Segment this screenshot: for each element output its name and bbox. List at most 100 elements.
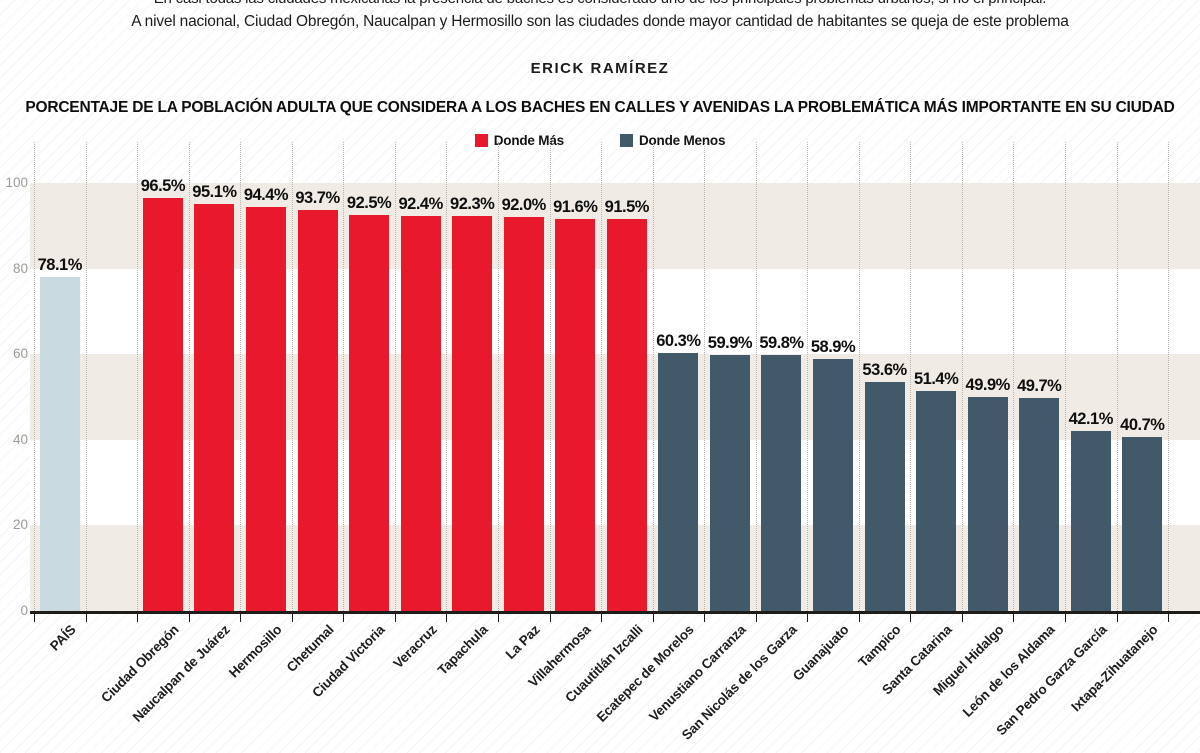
vertical-gridline (652, 142, 654, 611)
bar-value-label: 91.5% (604, 198, 650, 217)
vertical-gridline (497, 142, 499, 611)
vertical-gridline (240, 142, 242, 611)
bar-value-label: 78.1% (37, 255, 83, 274)
vertical-gridline (858, 142, 860, 611)
bar (761, 355, 802, 611)
bar-value-label: 93.7% (295, 188, 340, 207)
vertical-gridline (549, 142, 551, 611)
bar-value-label: 92.4% (398, 194, 443, 213)
bar (297, 209, 338, 611)
x-axis-tick (34, 614, 35, 622)
bar (916, 391, 957, 611)
intro-line-2: A nivel nacional, Ciudad Obregón, Naucal… (131, 13, 1069, 30)
legend-item: Donde Más (474, 133, 564, 148)
x-axis-tick (240, 614, 242, 622)
bar-value-label: 42.1% (1068, 409, 1114, 428)
x-axis-tick (755, 614, 757, 622)
x-axis-tick (85, 614, 87, 622)
vertical-gridline (394, 142, 396, 611)
bar-value-label: 92.5% (346, 194, 392, 213)
intro-line-1: En casi todas las ciudades mexicanas la … (0, 0, 1200, 7)
byline: ERICK RAMÍREZ (530, 60, 670, 77)
vertical-gridline (343, 142, 345, 611)
vertical-gridline (755, 142, 757, 611)
x-axis-tick (910, 614, 912, 622)
bar-value-label: 60.3% (656, 331, 701, 350)
vertical-gridline (807, 142, 809, 611)
x-axis-tick (1065, 614, 1066, 622)
bar (1070, 430, 1111, 611)
x-axis-tick (1168, 614, 1170, 622)
legend-label: Donde Más (493, 133, 564, 148)
vertical-gridline (291, 142, 293, 611)
x-axis-tick (807, 614, 809, 622)
bar (452, 215, 493, 611)
chart-area: 0 20 40 60 80 100 78.1% PAÍS 96.5% Ciudad Obregón… (5, 142, 1200, 743)
vertical-gridline (961, 142, 963, 611)
x-axis-line (30, 611, 1200, 614)
bar (864, 381, 905, 611)
bar-value-label: 58.9% (810, 337, 856, 356)
vertical-gridline (446, 142, 448, 611)
x-axis-tick (704, 614, 706, 622)
bar (813, 358, 854, 611)
x-axis-tick (343, 614, 345, 622)
chart-title: PORCENTAJE DE LA POBLACIÓN ADULTA QUE CO… (25, 99, 1175, 116)
vertical-gridline (34, 142, 35, 611)
vertical-gridline (910, 142, 912, 611)
x-axis-tick (497, 614, 499, 622)
y-tick-label: 0 (20, 603, 28, 618)
vertical-gridline (1065, 142, 1066, 611)
bar-value-label: 95.1% (192, 182, 237, 201)
x-axis-tick (961, 614, 963, 622)
bar-value-label: 92.3% (450, 194, 495, 213)
bar (400, 215, 441, 611)
legend-swatch-icon (619, 134, 633, 147)
x-axis-tick (601, 614, 603, 622)
vertical-gridline (1168, 142, 1170, 611)
legend-swatch-icon (474, 134, 488, 147)
bar (555, 218, 596, 611)
y-tick-label: 80 (12, 260, 28, 276)
x-axis-tick (188, 614, 190, 622)
bar (1122, 436, 1163, 611)
legend: Donde Más Donde Menos (0, 133, 1200, 148)
x-axis-tick (858, 614, 860, 622)
bar (606, 219, 647, 611)
x-axis-tick (1116, 614, 1118, 622)
bar-value-label: 59.8% (759, 334, 804, 353)
bar-value-label: 94.4% (243, 185, 289, 204)
bar (967, 397, 1008, 611)
bar (39, 276, 80, 611)
bar (503, 217, 544, 611)
x-axis-tick (549, 614, 551, 622)
bar-value-label: 40.7% (1120, 415, 1165, 434)
vertical-gridline (188, 142, 190, 611)
bar-value-label: 49.7% (1017, 377, 1062, 396)
y-tick-label: 60 (12, 346, 28, 362)
bar-value-label: 49.9% (965, 376, 1011, 395)
x-axis-tick (1013, 614, 1015, 622)
bar (349, 215, 390, 611)
x-axis-tick (137, 614, 139, 622)
vertical-gridline (704, 142, 706, 611)
x-axis-tick (652, 614, 654, 622)
bar-value-label: 51.4% (913, 370, 959, 388)
bar-value-label: 59.9% (707, 333, 753, 352)
x-axis-tick (291, 614, 293, 622)
bar-value-label: 92.0% (501, 196, 547, 215)
vertical-gridline (1116, 142, 1118, 611)
y-tick-label: 100 (5, 175, 28, 190)
bar-value-label: 53.6% (862, 360, 907, 379)
x-axis-tick (446, 614, 448, 622)
x-axis-tick (394, 614, 396, 622)
vertical-gridline (601, 142, 603, 611)
legend-item: Donde Menos (619, 133, 726, 148)
bar (658, 352, 699, 611)
legend-label: Donde Menos (638, 133, 726, 148)
bar-value-label: 91.6% (553, 197, 598, 216)
vertical-gridline (85, 142, 87, 611)
bar (245, 206, 286, 611)
vertical-gridline (1013, 142, 1015, 611)
bar (142, 197, 183, 611)
